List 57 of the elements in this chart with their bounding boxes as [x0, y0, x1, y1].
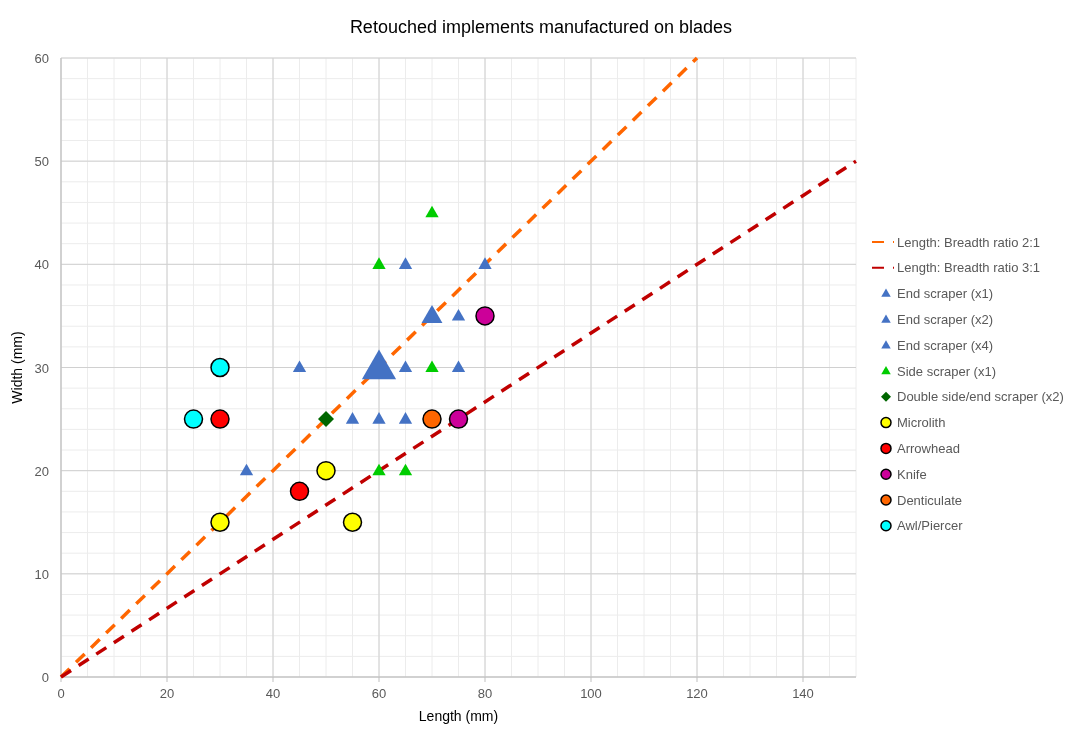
point	[398, 360, 413, 373]
point	[425, 360, 439, 373]
chart-title: Retouched implements manufactured on blades	[349, 17, 733, 37]
legend-label: Length: Breadth ratio 3:1	[897, 260, 1041, 276]
point	[372, 412, 386, 424]
point	[289, 481, 310, 502]
y-tick-label: 50	[34, 154, 49, 170]
point	[448, 409, 469, 429]
point	[398, 463, 413, 476]
point	[345, 412, 360, 424]
legend-label: End scraper (x4)	[897, 337, 994, 353]
point	[372, 463, 386, 476]
x-tick-label: 80	[477, 686, 493, 701]
x-tick-label: 40	[265, 686, 281, 701]
point	[210, 357, 230, 378]
point	[398, 257, 413, 269]
x-tick-label: 100	[580, 686, 602, 701]
legend-label: Arrowhead	[897, 440, 960, 456]
point	[318, 411, 334, 428]
legend-label: Microlith	[897, 415, 946, 431]
legend-label: Awl/Piercer	[897, 518, 964, 534]
y-tick-label: 30	[34, 360, 49, 376]
point	[316, 460, 336, 481]
legend-label: Knife	[897, 466, 927, 482]
point	[239, 463, 254, 476]
y-tick-label: 0	[41, 670, 49, 685]
point	[183, 409, 204, 429]
legend-label: Double side/end scraper (x2)	[897, 389, 1064, 405]
point	[451, 308, 466, 321]
y-tick-label: 10	[34, 566, 49, 582]
point	[478, 257, 492, 269]
point	[451, 360, 466, 373]
x-tick-label: 0	[57, 686, 65, 701]
y-axis-title: Width (mm)	[9, 331, 25, 404]
point	[210, 409, 230, 429]
point	[342, 512, 363, 532]
point	[422, 409, 442, 429]
x-tick-label: 20	[159, 686, 175, 701]
x-tick-label: 140	[792, 686, 814, 701]
point	[372, 257, 386, 269]
point	[425, 205, 439, 218]
legend-label: End scraper (x1)	[897, 286, 994, 302]
y-tick-label: 60	[34, 51, 49, 66]
point	[475, 306, 495, 326]
legend-label: Side scraper (x1)	[897, 363, 996, 379]
legend-label: Length: Breadth ratio 2:1	[897, 234, 1041, 250]
y-tick-label: 20	[34, 463, 49, 479]
x-axis-title: Length (mm)	[418, 708, 499, 724]
x-tick-label: 60	[371, 686, 387, 701]
x-tick-label: 120	[686, 686, 708, 701]
legend-label: Denticulate	[897, 492, 963, 508]
point	[398, 412, 413, 424]
point	[292, 360, 307, 373]
legend-label: End scraper (x2)	[897, 311, 994, 327]
point	[421, 304, 443, 324]
y-tick-label: 40	[34, 257, 49, 273]
point	[210, 512, 230, 532]
